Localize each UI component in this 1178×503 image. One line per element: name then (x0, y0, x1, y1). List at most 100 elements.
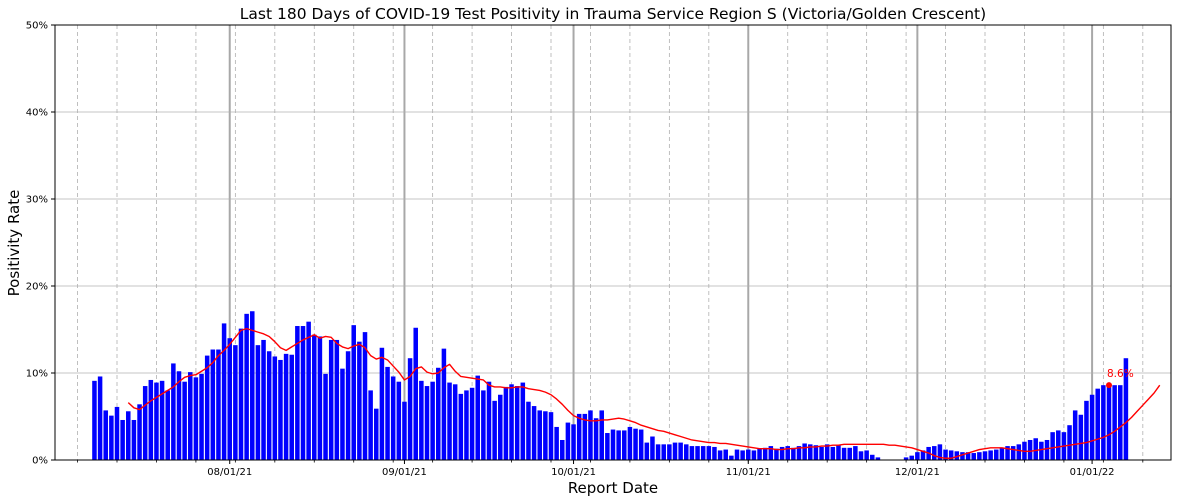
bar (509, 384, 514, 460)
bar (289, 354, 294, 460)
bar (204, 355, 210, 460)
bar (678, 442, 683, 460)
bar (328, 339, 334, 460)
bar (999, 447, 1005, 460)
bar (824, 444, 830, 460)
bar (531, 406, 537, 460)
bar (520, 382, 526, 460)
bar (1033, 438, 1038, 460)
bar (154, 382, 159, 460)
bar (920, 450, 926, 460)
bar (193, 377, 199, 460)
bar (469, 387, 475, 460)
bar (92, 380, 97, 460)
bar (864, 450, 869, 460)
bar (661, 444, 666, 460)
bars (92, 311, 1129, 460)
bar (977, 452, 982, 460)
bar (791, 447, 796, 460)
bar (593, 418, 599, 460)
bar (841, 447, 847, 460)
bar (627, 426, 633, 460)
bar (774, 448, 779, 460)
bar (345, 351, 351, 460)
y-tick-label: 40% (26, 108, 48, 119)
bar (937, 444, 943, 460)
bar (971, 453, 976, 460)
x-tick-label: 10/01/21 (551, 467, 596, 478)
y-tick-label: 10% (26, 369, 48, 380)
bar (808, 444, 813, 460)
bar (458, 393, 464, 460)
bar (306, 321, 311, 460)
bar (813, 445, 819, 460)
bar (802, 443, 807, 460)
bar (182, 381, 187, 460)
bar (1072, 410, 1078, 460)
bar (165, 390, 170, 460)
bar (300, 326, 306, 460)
plot-frame (54, 24, 1172, 461)
x-tick-label: 01/01/22 (1070, 467, 1115, 478)
bar (379, 347, 385, 460)
bar (261, 339, 266, 460)
bar (633, 428, 638, 460)
bar (210, 349, 216, 460)
bar (1118, 385, 1123, 460)
bar (588, 410, 593, 460)
bar (757, 448, 762, 460)
bar (441, 348, 447, 460)
bar (137, 404, 142, 460)
bar (1078, 414, 1084, 460)
bar (272, 356, 278, 460)
bar (312, 334, 317, 460)
y-tick-label: 20% (26, 282, 48, 293)
bar (582, 413, 588, 460)
bar (250, 311, 255, 460)
bar (915, 452, 920, 460)
bar (847, 447, 852, 460)
bar (965, 452, 971, 460)
bar (762, 447, 768, 460)
bar (1067, 425, 1072, 460)
bar (464, 390, 469, 460)
bar (278, 359, 283, 460)
y-axis-label: Positivity Rate (5, 190, 23, 297)
bar (836, 445, 841, 460)
bar (948, 450, 954, 460)
bar (994, 449, 999, 460)
bar (255, 345, 261, 460)
bar (768, 446, 774, 460)
bar (176, 371, 182, 460)
ticks: 08/01/21 09/01/21 10/01/21 11/01/21 12/01/21… (26, 21, 1144, 478)
bar (238, 328, 244, 460)
bar (171, 363, 176, 460)
x-tick-label: 09/01/21 (382, 467, 427, 478)
bar (351, 325, 356, 460)
annotations: 8.6% (1106, 368, 1134, 389)
bar (779, 446, 785, 460)
bar (142, 386, 148, 460)
y-tick-label: 0% (32, 456, 48, 467)
bar (362, 332, 368, 460)
bar (1056, 430, 1061, 460)
bar (954, 451, 960, 460)
bar (1123, 358, 1129, 460)
bar (700, 446, 706, 460)
bar (1039, 441, 1044, 460)
x-tick-label: 12/01/21 (895, 467, 940, 478)
bar (796, 446, 802, 460)
bar (819, 446, 824, 460)
bar (1095, 388, 1100, 460)
bar (109, 415, 114, 460)
bar (486, 381, 492, 460)
x-tick-label: 11/01/21 (726, 467, 771, 478)
bar (909, 455, 914, 460)
bar (221, 323, 227, 460)
bar (334, 339, 340, 460)
bar (492, 400, 497, 460)
bar (870, 454, 875, 460)
bar (903, 457, 909, 460)
bar (565, 422, 571, 460)
